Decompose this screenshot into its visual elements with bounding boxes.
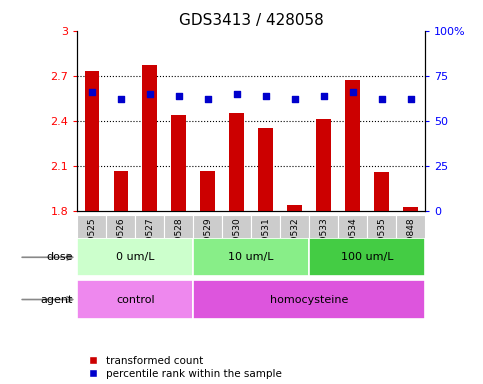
Text: 0 um/L: 0 um/L (116, 252, 155, 262)
Point (175, 93, 183, 99)
Bar (309, 238, 425, 276)
Text: 10 um/L: 10 um/L (228, 252, 274, 262)
Point (320, 93, 327, 99)
Bar (345, 80, 360, 211)
Point (233, 91, 241, 97)
Text: GSM240531: GSM240531 (261, 217, 270, 272)
Bar (222, 215, 251, 240)
Bar (229, 113, 244, 211)
Text: GSM240526: GSM240526 (116, 217, 125, 272)
Bar (114, 170, 128, 211)
Text: GSM240533: GSM240533 (319, 217, 328, 272)
Point (291, 96, 298, 103)
Bar (77, 215, 106, 240)
Legend: transformed count, percentile rank within the sample: transformed count, percentile rank withi… (83, 356, 283, 379)
Bar (142, 65, 157, 211)
Point (349, 89, 356, 95)
Bar (164, 215, 193, 240)
Text: GSM240532: GSM240532 (290, 217, 299, 272)
Bar (280, 215, 309, 240)
Text: GSM240530: GSM240530 (232, 217, 241, 272)
Text: agent: agent (40, 295, 72, 305)
Point (204, 96, 212, 103)
Point (262, 93, 270, 99)
Point (146, 91, 154, 97)
Bar (200, 170, 215, 211)
Text: control: control (116, 295, 155, 305)
Title: GDS3413 / 428058: GDS3413 / 428058 (179, 13, 324, 28)
Bar (77, 280, 193, 319)
Bar (403, 207, 418, 211)
Text: homocysteine: homocysteine (270, 295, 348, 305)
Bar (396, 215, 425, 240)
Text: GSM240848: GSM240848 (406, 217, 415, 272)
Bar (193, 238, 309, 276)
Bar (193, 215, 222, 240)
Bar (106, 215, 135, 240)
Bar (367, 215, 396, 240)
Bar (171, 115, 186, 211)
Bar (338, 215, 367, 240)
Bar (316, 119, 331, 211)
Bar (85, 71, 99, 211)
Bar (135, 215, 164, 240)
Text: GSM240535: GSM240535 (377, 217, 386, 272)
Bar (374, 172, 389, 211)
Point (117, 96, 125, 103)
Bar (258, 129, 273, 211)
Point (378, 96, 385, 103)
Point (407, 96, 414, 103)
Text: GSM240534: GSM240534 (348, 217, 357, 272)
Text: GSM240527: GSM240527 (145, 217, 154, 272)
Text: GSM240525: GSM240525 (87, 217, 96, 272)
Bar (193, 280, 425, 319)
Text: 100 um/L: 100 um/L (341, 252, 393, 262)
Text: dose: dose (46, 252, 72, 262)
Point (88, 89, 96, 95)
Text: GSM240528: GSM240528 (174, 217, 183, 272)
Bar (287, 205, 302, 211)
Bar (77, 238, 193, 276)
Text: GSM240529: GSM240529 (203, 217, 212, 272)
Bar (309, 215, 338, 240)
Bar (251, 215, 280, 240)
